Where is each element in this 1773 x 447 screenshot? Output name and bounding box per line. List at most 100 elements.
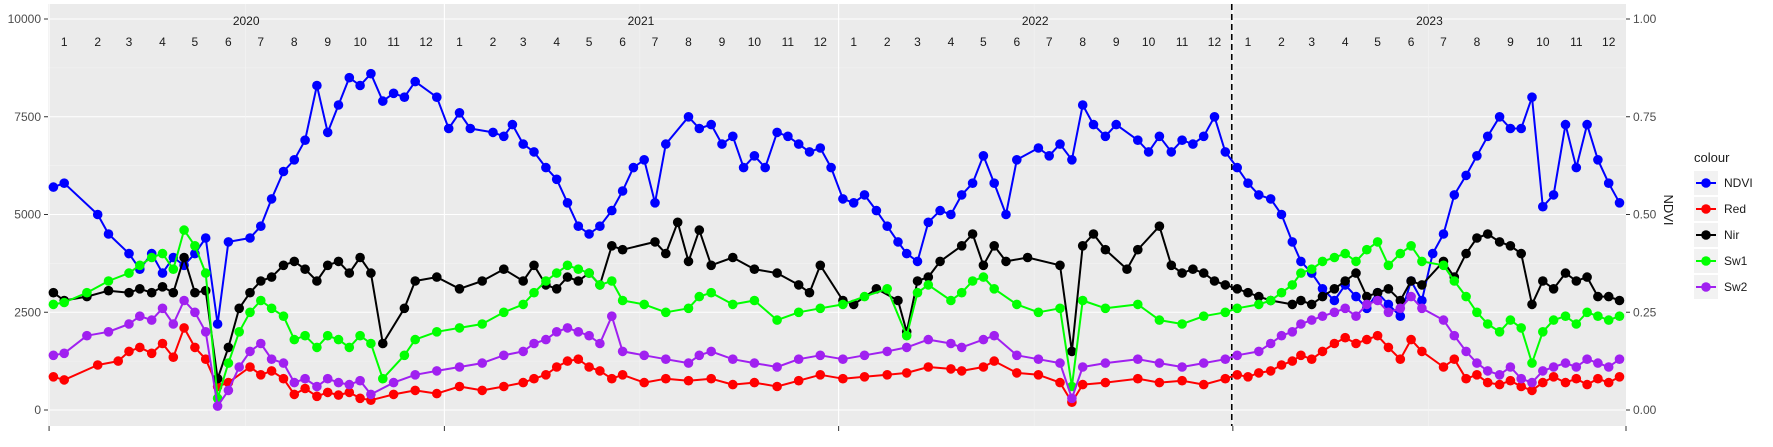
data-point-sw1 [1265,295,1276,306]
axis-layer: 0 2500 5000 7500 10000 0.00 0.25 0.50 0.75 1.00 [8,12,1657,431]
data-point-ndvi [1395,311,1406,322]
month-label: 5 [980,35,987,49]
data-point-ndvi [967,178,978,188]
data-point-red [1516,381,1526,392]
data-point-nir [1505,241,1516,251]
data-point-ndvi [1198,131,1209,142]
data-point-sw1 [1296,268,1306,278]
data-point-sw2 [1571,362,1582,372]
data-point-sw2 [223,385,234,396]
legend-key-point [1701,256,1711,266]
data-point-nir [1494,237,1505,247]
data-point-red [1494,379,1505,390]
data-point-ndvi [1317,284,1328,294]
data-point-sw2 [1593,358,1603,368]
data-point-nir [1472,233,1482,243]
data-point-ndvi [738,162,749,173]
data-point-red [1243,372,1253,382]
data-point-ndvi [772,127,782,138]
data-point-sw2 [607,311,617,322]
data-point-red [923,362,934,372]
data-point-ndvi [410,76,421,87]
month-label: 6 [1013,35,1020,49]
data-point-sw1 [901,330,912,341]
data-point-sw1 [1351,256,1361,267]
data-point-ndvi [200,233,211,243]
data-point-ndvi [923,217,934,228]
data-point-ndvi [529,147,539,157]
data-point-ndvi [1516,123,1526,134]
data-point-red [1296,350,1306,361]
data-point-sw2 [1067,393,1077,404]
data-point-ndvi [1461,170,1471,181]
data-point-sw2 [989,330,999,341]
month-label: 1 [1245,35,1252,49]
data-point-red [607,373,617,384]
data-point-ndvi [1276,209,1287,220]
series-layer [48,68,1625,411]
data-point-ndvi [661,139,671,149]
data-point-sw1 [124,268,134,278]
data-point-ndvi [717,139,727,149]
data-point-ndvi [1067,155,1077,165]
data-point-red [499,381,509,392]
month-label: 7 [257,35,264,49]
data-point-ndvi [826,162,836,173]
data-point-sw2 [1198,358,1209,368]
legend-label: Sw1 [1724,254,1748,268]
data-point-red [190,342,200,353]
data-point-red [1438,362,1449,372]
data-point-nir [912,276,923,286]
data-point-sw2 [541,334,551,345]
data-point-sw2 [1395,303,1406,314]
data-point-sw2 [1177,362,1187,372]
data-point-red [278,373,289,384]
data-point-sw2 [157,303,168,314]
data-point-sw1 [135,260,145,271]
data-point-sw2 [1351,311,1361,322]
month-label: 3 [914,35,921,49]
data-point-ndvi [333,100,344,110]
legend-key-point [1701,282,1711,292]
data-point-nir [124,287,134,298]
data-point-sw2 [200,327,211,337]
data-point-ndvi [639,155,649,165]
data-point-nir [289,256,300,267]
data-point-sw1 [1198,311,1209,322]
data-point-red [1482,377,1493,388]
data-point-nir [518,276,528,286]
data-point-ndvi [1538,201,1548,212]
data-point-sw1 [541,276,551,286]
data-point-sw1 [529,287,539,298]
data-point-red [956,366,967,376]
data-point-sw1 [518,299,528,310]
data-point-ndvi [804,147,815,157]
data-point-red [683,375,694,386]
data-point-red [1417,346,1427,357]
month-label: 12 [1208,35,1222,49]
data-point-sw1 [1317,256,1328,267]
data-point-red [639,377,649,388]
month-label: 10 [1142,35,1156,49]
data-point-red [1614,372,1625,382]
data-point-ndvi [573,221,584,231]
data-point-red [157,338,168,349]
data-point-sw1 [815,303,826,314]
data-point-sw1 [1516,323,1526,333]
data-point-sw2 [410,370,421,380]
data-point-nir [48,287,59,298]
data-point-red [1254,368,1264,378]
data-point-ndvi [1177,135,1187,145]
data-point-sw1 [48,299,59,310]
legend-item-ndvi: NDVI [1694,171,1753,195]
data-point-nir [245,287,255,298]
data-point-sw1 [333,334,344,345]
data-point-sw2 [1372,295,1383,306]
data-point-ndvi [1001,209,1011,220]
data-point-sw1 [1055,303,1065,314]
data-point-sw2 [946,338,956,349]
data-point-nir [1243,287,1253,298]
data-point-sw2 [366,389,376,400]
data-point-nir [1177,268,1187,278]
month-label: 10 [353,35,367,49]
